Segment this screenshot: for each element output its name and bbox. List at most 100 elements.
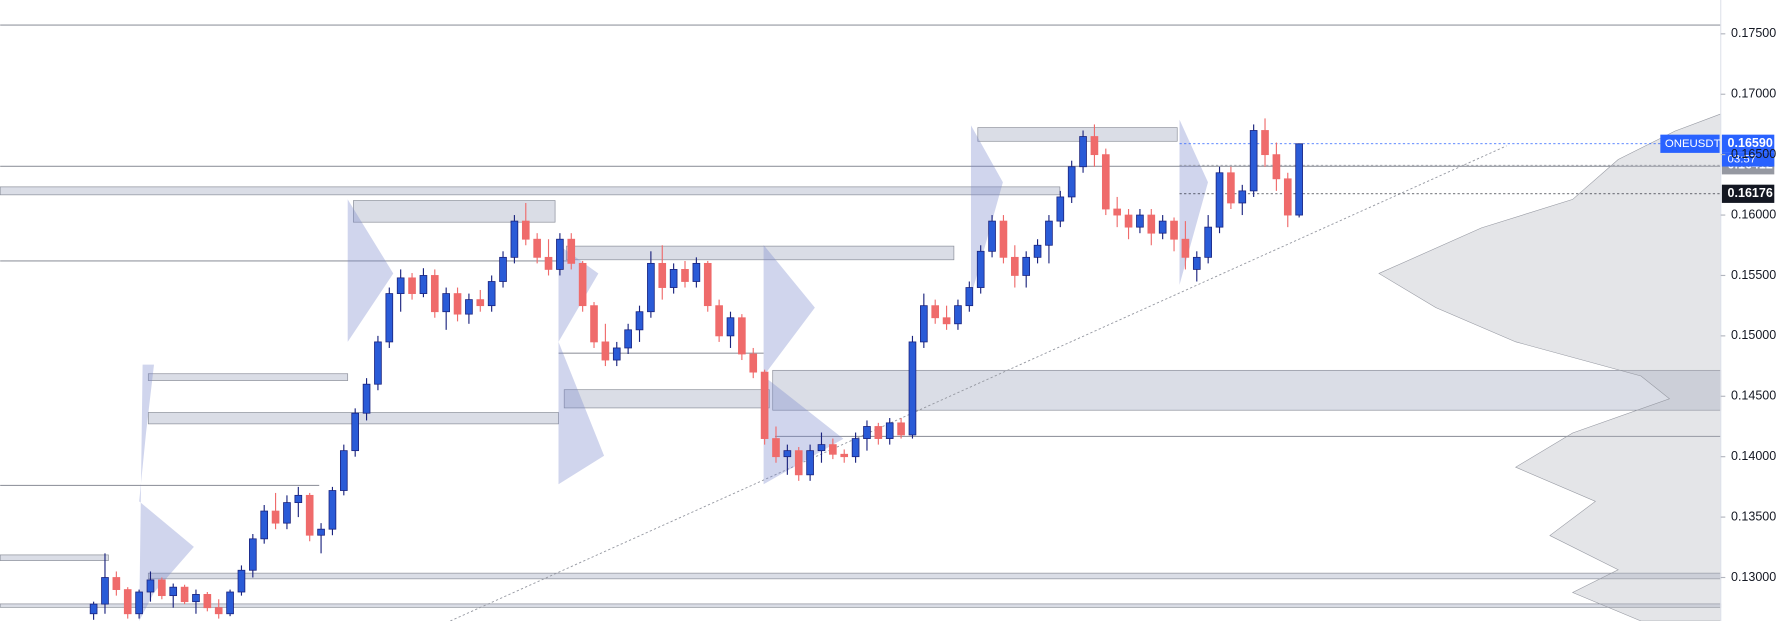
candle-body <box>294 494 303 503</box>
candle-body <box>965 287 974 307</box>
candle-body <box>851 438 860 458</box>
price-tag <box>1721 184 1775 203</box>
candle-body <box>1090 136 1099 156</box>
candle-body <box>339 450 348 491</box>
y-tick-label: 0.14500 <box>1731 389 1776 403</box>
candle-body <box>1147 214 1156 234</box>
candle-body <box>908 341 917 436</box>
candle-body <box>681 269 689 282</box>
candle-body <box>692 262 701 282</box>
candle-body <box>226 591 234 615</box>
candle-body <box>624 329 632 349</box>
candle-body <box>112 577 121 590</box>
candle-body <box>1204 226 1212 258</box>
price-tag-text: 0.16176 <box>1728 186 1773 200</box>
candle-body <box>249 538 257 571</box>
zone <box>147 373 349 381</box>
candle-body <box>738 317 746 355</box>
candle-body <box>1261 130 1269 156</box>
countdown-label: 03:57 <box>1728 154 1756 166</box>
candle-body <box>931 305 940 319</box>
candle-body <box>1283 178 1292 216</box>
zone <box>147 572 1722 580</box>
zone <box>977 127 1178 142</box>
y-tick-label: 0.17000 <box>1731 87 1776 101</box>
candle-body <box>510 220 519 258</box>
candle-body <box>169 586 178 597</box>
candle-body <box>385 293 394 343</box>
y-tick-label: 0.16000 <box>1731 207 1776 221</box>
candle-body <box>942 317 951 325</box>
zone <box>566 245 955 261</box>
candle-body <box>612 347 621 361</box>
candle-body <box>499 256 507 282</box>
symbol-label: ONEUSDT <box>1665 138 1721 150</box>
candle-body <box>806 450 814 476</box>
candle-body <box>863 426 871 439</box>
candle-body <box>976 250 985 288</box>
candle-body <box>271 510 280 524</box>
candle-body <box>1238 190 1247 204</box>
y-tick-label: 0.16500 <box>1731 147 1776 161</box>
candle-body <box>840 453 849 458</box>
price-tag-text: 0.16590 <box>1728 136 1773 150</box>
candle-body <box>430 275 439 313</box>
candle-body <box>442 293 450 313</box>
candle-body <box>1124 214 1133 228</box>
candle-body <box>305 494 314 536</box>
candle-body <box>101 577 109 605</box>
y-tick-label: 0.14000 <box>1731 449 1776 463</box>
candle-body <box>203 594 212 609</box>
candle-body <box>1215 172 1224 228</box>
y-tick-label: 0.15500 <box>1731 268 1776 282</box>
candle-body <box>999 220 1008 258</box>
candle-body <box>715 305 723 337</box>
candle-body <box>1192 256 1201 270</box>
candle-body <box>1033 244 1042 258</box>
candle-body <box>1101 154 1110 210</box>
candle-body <box>453 293 462 315</box>
candle-body <box>829 444 837 455</box>
candle-body <box>567 238 576 264</box>
candle-body <box>1011 256 1019 276</box>
zone <box>0 603 1722 608</box>
candle-body <box>920 305 928 343</box>
candle-body <box>260 510 269 540</box>
candle-body <box>1170 220 1178 240</box>
zone <box>0 554 109 561</box>
y-tick-label: 0.15000 <box>1731 328 1776 342</box>
candle-body <box>89 603 98 615</box>
candle-body <box>635 311 644 331</box>
zone <box>0 186 1061 196</box>
candle-body <box>328 490 337 530</box>
candle-body <box>658 262 667 288</box>
candle-body <box>374 341 382 385</box>
candle-body <box>601 341 610 361</box>
candle-body <box>726 317 735 337</box>
candle-body <box>1022 256 1031 276</box>
candle-body <box>783 450 792 458</box>
candle-body <box>419 275 428 294</box>
candle-body <box>1181 238 1190 258</box>
candle-body <box>1272 154 1281 180</box>
candle-body <box>749 353 758 373</box>
candle-body <box>1249 130 1258 192</box>
candle-body <box>180 586 189 603</box>
candle-body <box>123 589 132 615</box>
candle-body <box>1136 214 1144 228</box>
candle-body <box>192 594 200 603</box>
y-tick-label: 0.17500 <box>1731 26 1776 40</box>
candle-body <box>590 305 598 343</box>
candle-body <box>214 607 223 615</box>
candle-body <box>578 262 587 307</box>
candle-body <box>760 371 769 439</box>
trend-line <box>450 145 1507 621</box>
candle-body <box>897 422 905 436</box>
price-tag <box>1721 134 1775 153</box>
volume-profile <box>1378 113 1722 621</box>
symbol-tag <box>1660 134 1720 153</box>
candle-body <box>146 579 155 593</box>
